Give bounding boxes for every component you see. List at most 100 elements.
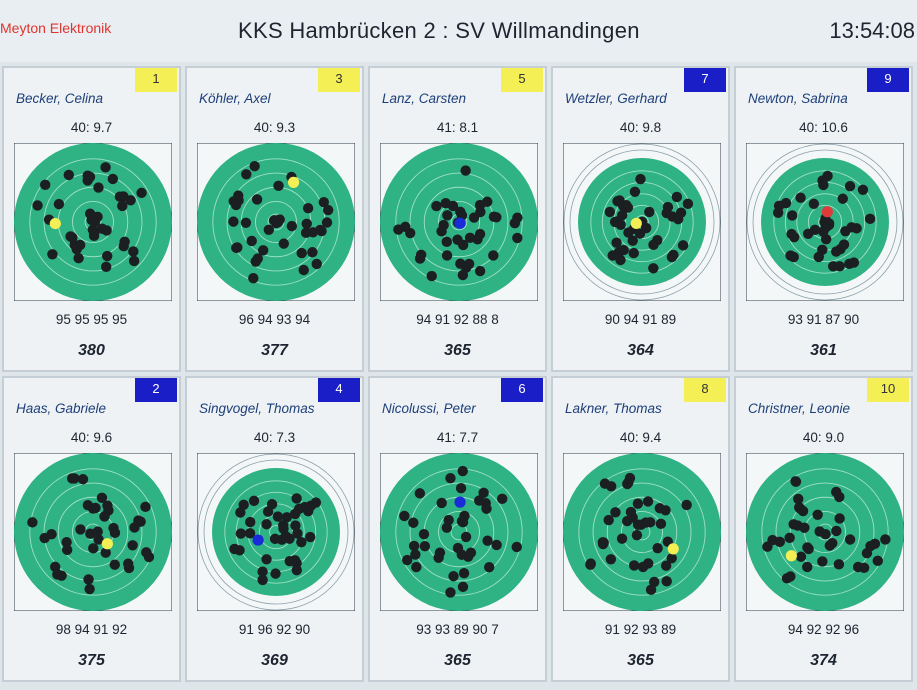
total-score: 377 [261,342,288,359]
target-view [380,143,538,301]
shooter-card[interactable]: 9 Newton, Sabrina 40: 10.6 93 91 87 90 3… [734,66,913,372]
shot-hole [273,180,284,192]
shot-hole [655,518,667,530]
shot-hole [251,194,263,205]
shot-hole [482,196,493,207]
shooter-name: Becker, Celina [16,91,104,106]
shot-hole [261,519,272,530]
shot-hole [310,497,322,508]
shot-hole [834,491,845,503]
shot-hole [408,540,420,552]
last-shot: 40: 9.0 [802,430,845,445]
target-ring [409,482,509,582]
shot-hole [645,584,657,596]
shot-hole [241,169,252,180]
shot-hole [831,525,842,537]
target-ring [72,201,114,243]
shot-hole [642,496,654,507]
last-shot: 41: 8.1 [436,120,479,135]
shot-hole [468,212,480,223]
shot-hole [128,255,140,267]
shot-hole [302,202,314,214]
brand-label: Meyton Elektronik [0,20,112,36]
shot-hole [230,199,242,211]
shot-hole [100,162,111,173]
shot-hole [605,554,617,565]
shooter-card[interactable]: 8 Lakner, Thomas 40: 9.4 91 92 93 89 365 [551,376,730,682]
shot-hole [632,498,644,509]
shot-hole [627,235,638,246]
shooter-card[interactable]: 7 Wetzler, Gerhard 40: 9.8 90 94 91 89 3… [551,66,730,372]
shooter-card[interactable]: 4 Singvogel, Thomas 40: 7.3 91 96 92 90 … [185,376,364,682]
total-score: 375 [78,652,105,669]
last-shot-marker [287,176,300,188]
shot-hole [610,507,621,518]
last-shot: 40: 9.4 [619,430,662,445]
shot-hole [814,526,825,537]
shot-hole [488,211,500,222]
lane-badge: 9 [867,68,909,92]
shot-hole [482,535,493,546]
shot-hole [235,507,246,518]
target-view [380,453,538,611]
last-shot-marker [101,538,113,550]
total-score: 364 [627,342,654,359]
shot-hole [834,513,845,524]
shot-hole [612,196,623,207]
shot-hole [84,583,95,595]
shot-hole [46,529,57,540]
shot-hole [249,160,260,172]
shot-hole [296,247,307,259]
shot-hole [483,562,495,573]
shot-hole [56,570,67,581]
shot-hole [93,534,104,545]
shot-hole [790,476,801,487]
shooter-card[interactable]: 10 Christner, Leonie 40: 9.0 94 92 92 96… [734,376,913,682]
lane-badge: 5 [501,68,543,92]
shot-hole [585,558,596,569]
shooter-card[interactable]: 2 Haas, Gabriele 40: 9.6 98 94 91 92 375 [2,376,181,682]
shot-hole [865,540,876,552]
shot-hole [458,567,470,579]
lane-badge: 8 [684,378,726,402]
shot-hole [672,213,684,225]
shooter-card[interactable]: 1 Becker, Celina 40: 9.7 95 95 95 95 380 [2,66,181,372]
shot-hole [250,256,261,267]
shot-hole [433,552,444,563]
shooter-card[interactable]: 6 Nicolussi, Peter 41: 7.7 93 93 89 90 7… [368,376,547,682]
shot-hole [291,493,302,504]
shot-hole [682,198,694,210]
shooter-card[interactable]: 5 Lanz, Carsten 41: 8.1 94 91 92 88 8 36… [368,66,547,372]
last-shot: 40: 9.8 [619,120,662,135]
shot-hole [474,265,486,277]
shot-hole [408,517,419,528]
shot-hole [286,220,298,232]
shot-hole [418,528,430,540]
shooter-card[interactable]: 3 Köhler, Axel 40: 9.3 96 94 93 94 377 [185,66,364,372]
shot-hole [414,488,426,499]
shot-hole [660,560,672,571]
shooter-grid: 1 Becker, Celina 40: 9.7 95 95 95 95 380… [0,66,917,690]
last-shot-marker [821,206,833,218]
shot-hole [269,533,281,545]
shot-hole [83,574,94,585]
target-ring [29,468,157,596]
shot-hole [431,200,442,212]
shot-hole [481,503,492,514]
shot-hole [497,493,508,505]
shot-hole [90,502,101,514]
shot-hole [411,561,422,573]
shot-hole [272,511,284,522]
target-ring [57,496,129,568]
shot-hole [864,213,876,225]
shot-hole [61,537,72,548]
shot-hole [75,524,86,535]
shot-hole [296,536,307,548]
last-shot-marker [49,218,61,230]
shot-hole [234,545,245,556]
shot-hole [63,169,75,181]
target-ring [203,459,349,605]
shot-hole [270,568,281,579]
shot-hole [231,242,242,254]
shot-hole [125,195,136,206]
